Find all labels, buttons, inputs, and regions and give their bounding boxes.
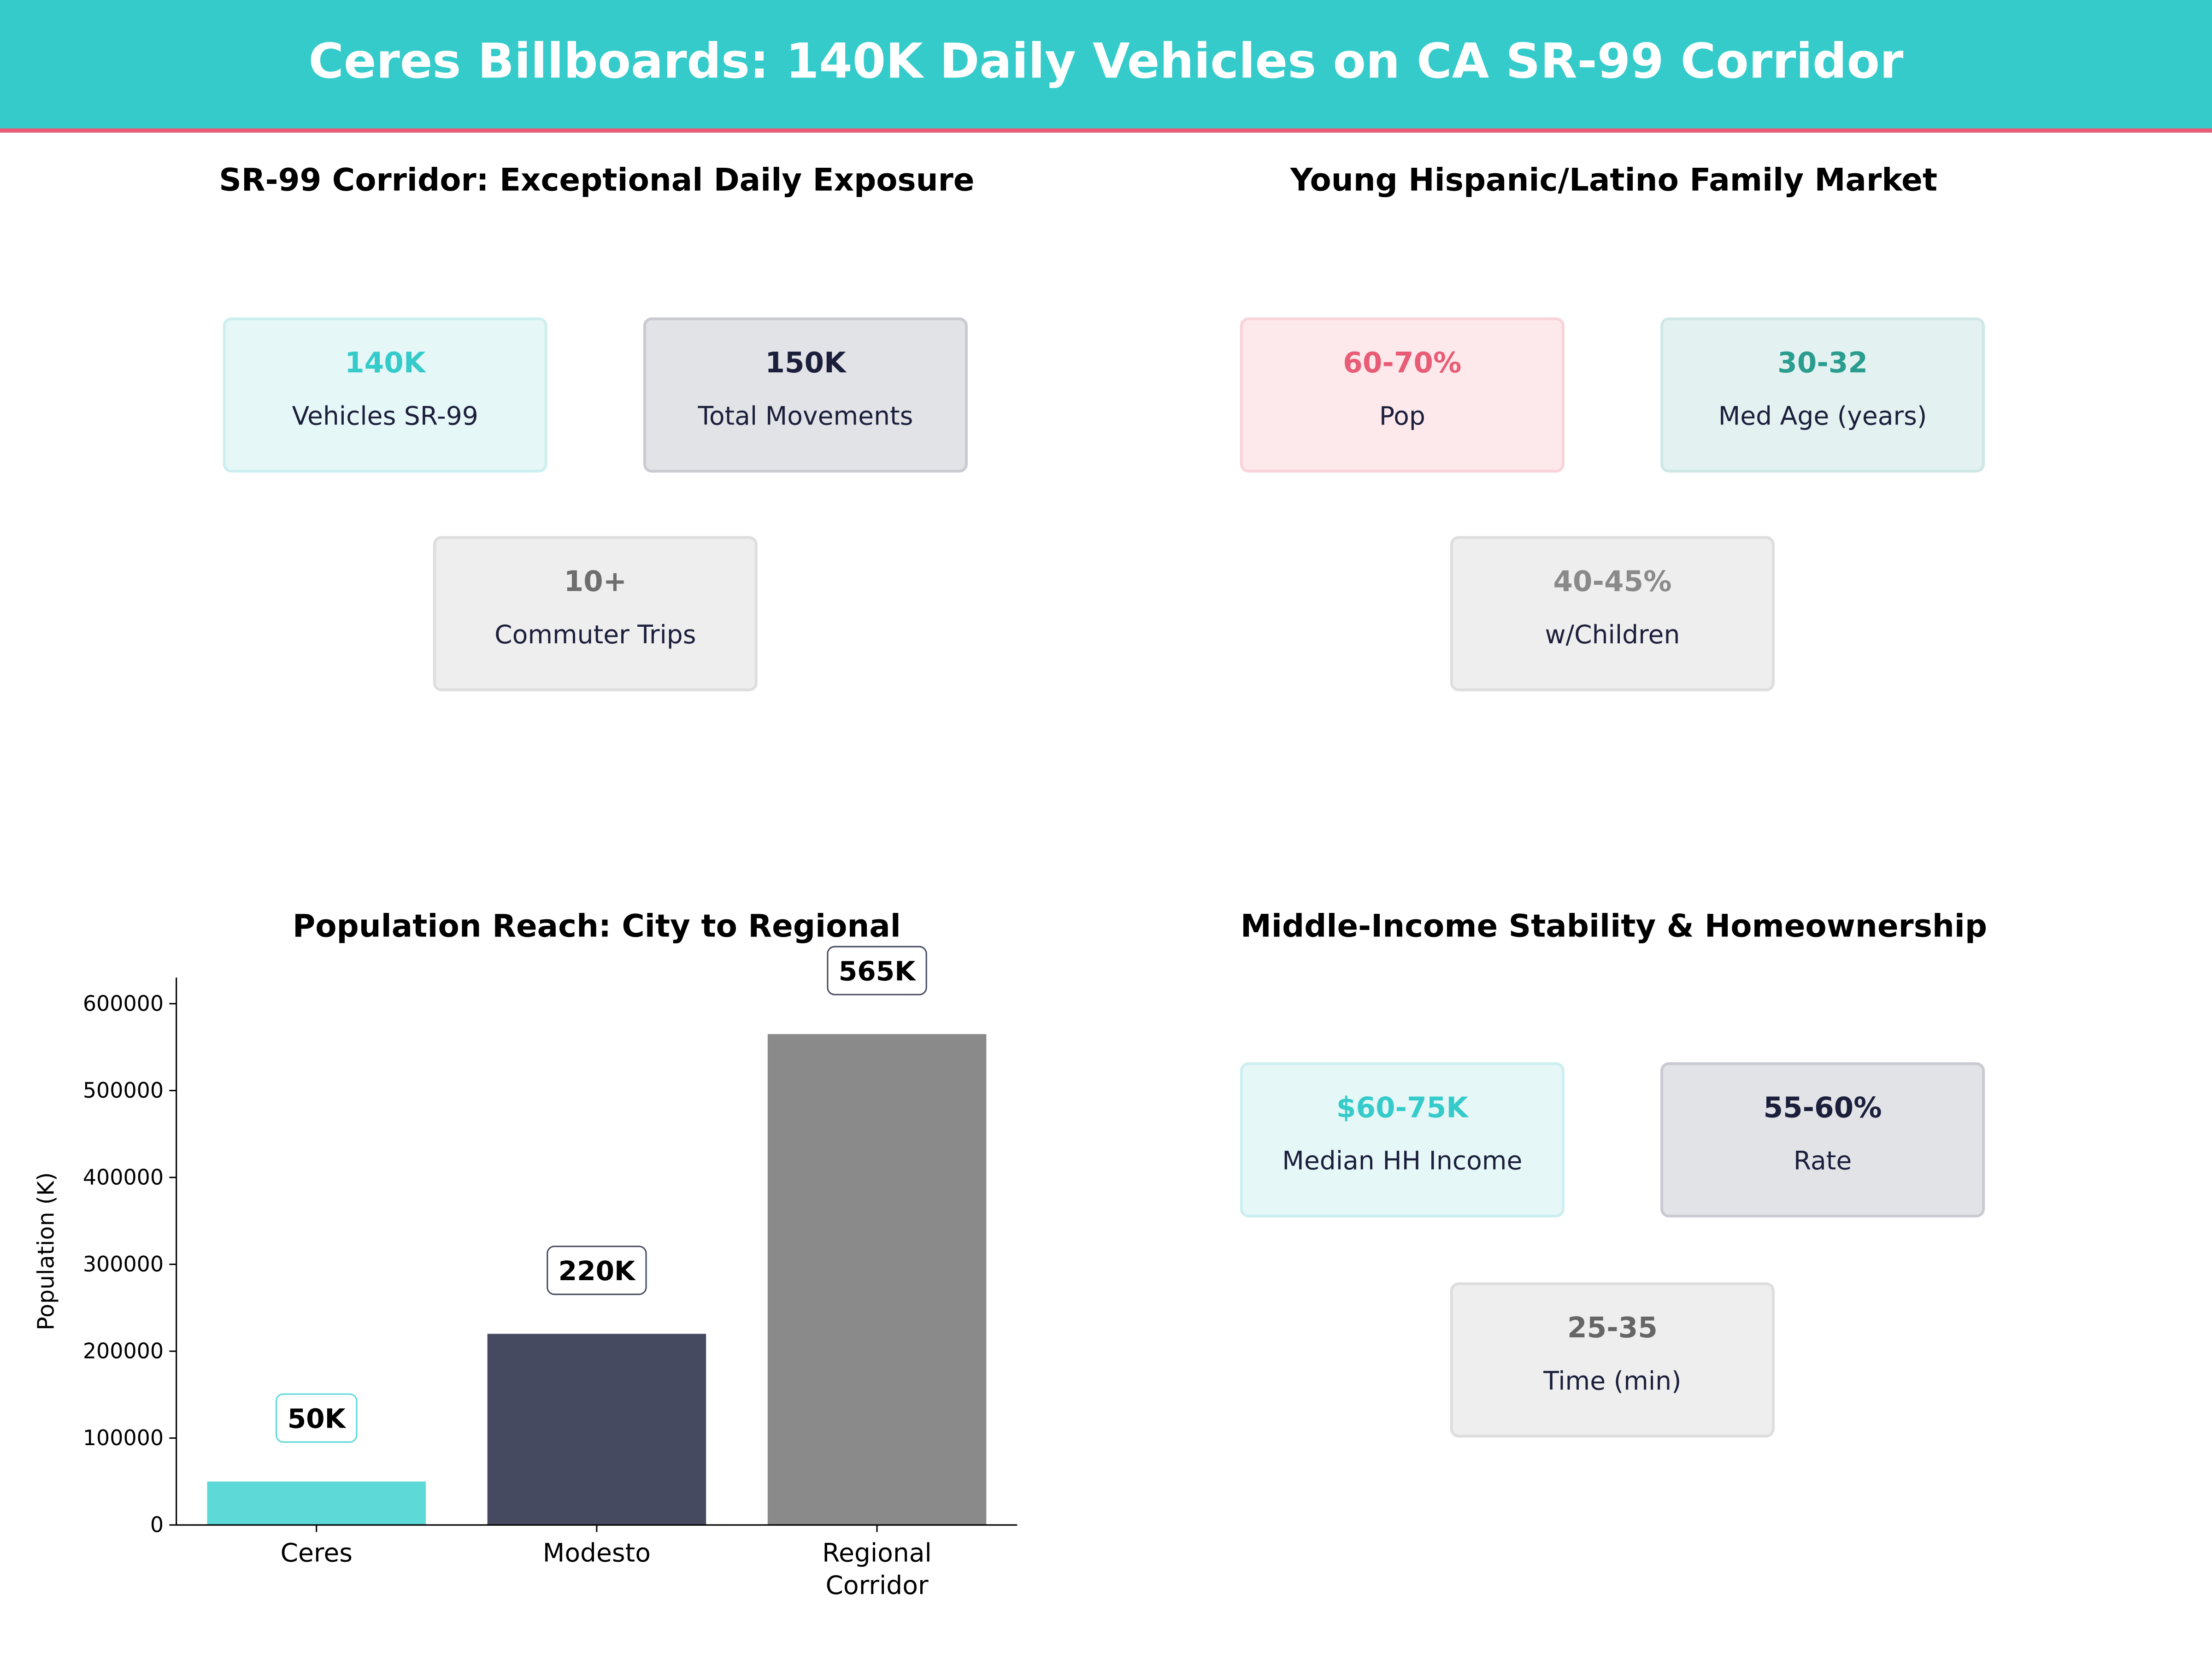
y-tick-label: 400000 — [83, 1165, 164, 1189]
stat-value: 10+ — [564, 564, 627, 598]
stat-label: Median HH Income — [1282, 1147, 1523, 1177]
stat-card-exposure: 140K Vehicles SR-99 — [223, 317, 547, 473]
stat-value: 140K — [345, 345, 426, 380]
y-axis-label: Population (K) — [33, 1172, 59, 1330]
stat-card-market: 30-32 Med Age (years) — [1660, 317, 1985, 473]
stat-card-market: 60-70% Pop — [1240, 317, 1565, 473]
page-title: Ceres Billboards: 140K Daily Vehicles on… — [308, 34, 1904, 90]
y-tick-label: 500000 — [83, 1078, 164, 1103]
stat-value: 60-70% — [1343, 345, 1462, 380]
stat-label: Rate — [1793, 1147, 1852, 1177]
data-label-box — [275, 1393, 358, 1443]
stat-label: Pop — [1379, 402, 1425, 432]
bar — [767, 1034, 987, 1525]
stat-label: Commuter Trips — [494, 620, 696, 651]
chart-title: Population Reach: City to Regional — [292, 910, 901, 946]
stat-label: w/Children — [1545, 620, 1680, 651]
y-tick-label: 100000 — [83, 1425, 164, 1450]
stat-card-income: 25-35 Time (min) — [1450, 1282, 1775, 1438]
stat-card-income: $60-75K Median HH Income — [1240, 1062, 1565, 1218]
y-tick-label: 200000 — [83, 1338, 164, 1363]
data-label: 220K — [559, 1255, 636, 1287]
data-label-box — [827, 946, 927, 995]
y-tick-label: 0 — [150, 1512, 164, 1537]
stat-card-exposure: 150K Total Movements — [643, 317, 968, 473]
stat-value: 30-32 — [1777, 345, 1868, 380]
stat-card-income: 55-60% Rate — [1660, 1062, 1985, 1218]
header-banner: Ceres Billboards: 140K Daily Vehicles on… — [0, 0, 2212, 133]
data-label-box — [547, 1246, 647, 1295]
panel-title-market: Young Hispanic/Latino Family Market — [1290, 164, 1938, 199]
data-label: 565K — [839, 956, 916, 987]
x-tick-label: Modesto — [543, 1538, 651, 1568]
y-tick-label: 600000 — [83, 991, 164, 1016]
stat-value: 150K — [765, 345, 846, 380]
stat-card-market: 40-45% w/Children — [1450, 536, 1775, 691]
y-tick-label: 300000 — [83, 1252, 164, 1277]
x-tick-label: Regional — [822, 1538, 932, 1568]
population-bar-chart: Population (K) 50K Ceres 220K Modesto 565K Re… — [33, 946, 1018, 1600]
stat-value: $60-75K — [1336, 1090, 1468, 1124]
panel-title-income: Middle-Income Stability & Homeownership — [1240, 910, 1988, 946]
bar — [207, 1481, 426, 1525]
x-tick-label: Corridor — [825, 1571, 928, 1600]
stat-label: Time (min) — [1543, 1367, 1682, 1397]
bar — [487, 1334, 706, 1525]
stat-card-exposure: 10+ Commuter Trips — [433, 536, 758, 691]
stat-label: Total Movements — [698, 402, 913, 432]
panel-title-exposure: SR-99 Corridor: Exceptional Daily Exposu… — [219, 164, 975, 199]
data-label: 50K — [288, 1403, 347, 1435]
x-tick-label: Ceres — [281, 1538, 353, 1568]
stat-value: 55-60% — [1763, 1090, 1882, 1124]
stat-value: 40-45% — [1553, 564, 1672, 598]
stat-value: 25-35 — [1567, 1310, 1658, 1345]
stat-label: Med Age (years) — [1718, 402, 1927, 432]
stat-label: Vehicles SR-99 — [292, 402, 478, 432]
